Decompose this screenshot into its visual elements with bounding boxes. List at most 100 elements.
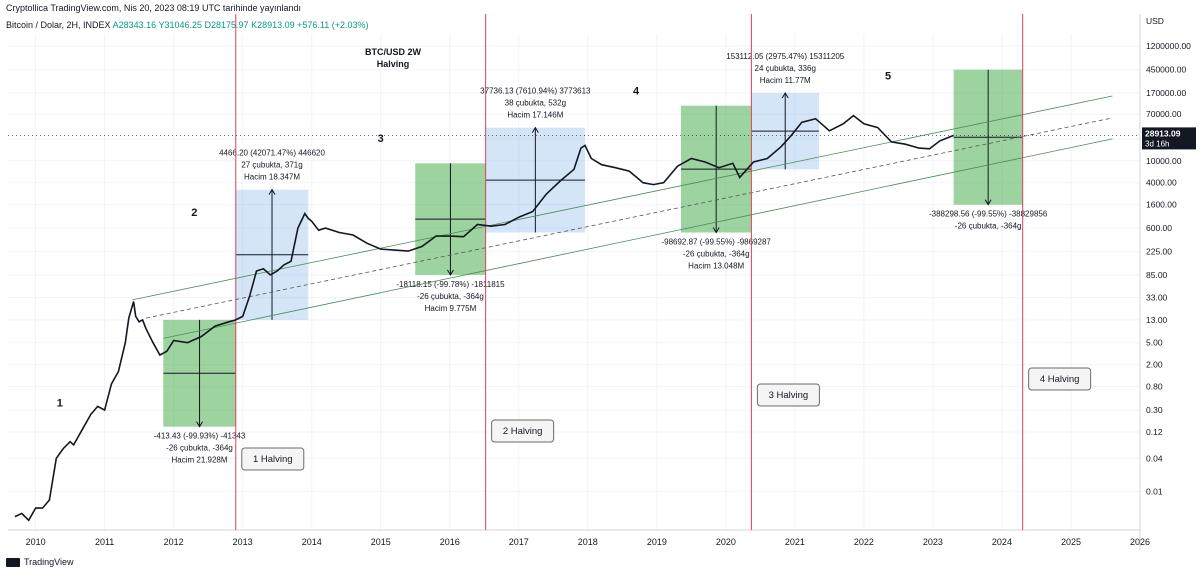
y-axis-unit: USD <box>1146 16 1164 26</box>
y-tick-label: 33.00 <box>1146 293 1168 303</box>
measure-arrow-icon <box>268 188 276 195</box>
wave-label: 5 <box>885 70 891 82</box>
y-tick-label: 70000.00 <box>1146 109 1182 119</box>
channel-upper-line <box>132 95 1113 301</box>
x-tick-label: 2016 <box>440 537 460 547</box>
y-tick-label: 0.30 <box>1146 405 1163 415</box>
measure-label: Hacim 11.77M <box>760 76 811 85</box>
ohlc-legend: Bitcoin / Dolar, 2H, INDEX A28343.16 Y31… <box>6 20 369 30</box>
measure-arrow-icon <box>196 421 203 428</box>
open-value: A28343.16 <box>112 20 157 30</box>
y-tick-label: 10000.00 <box>1146 156 1182 166</box>
halving-badge-box <box>241 447 305 471</box>
measure-label: -26 çubukta, -364g <box>955 222 1022 231</box>
halving-badge-box <box>1028 367 1092 391</box>
measure-label: -18118.15 (-99.78%) -1811815 <box>396 280 505 289</box>
x-tick-label: 2023 <box>923 537 943 547</box>
halving-label: 1 Halving <box>253 454 293 465</box>
measure-label: -26 çubukta, -364g <box>683 250 750 259</box>
x-tick-label: 2022 <box>854 537 874 547</box>
measure-label: Hacim 21.928M <box>172 456 228 465</box>
measure-label: 4466.20 (42071.47%) 446620 <box>219 149 325 158</box>
halving-label-badge: 1 Halving <box>241 447 305 471</box>
close-value: K28913.09 <box>251 20 295 30</box>
measure-arrow-icon <box>712 227 720 234</box>
low-value: D28175.97 <box>204 20 249 30</box>
measure-arrow-icon <box>984 199 992 206</box>
measure-label: Hacim 9.775M <box>425 304 477 313</box>
wave-label: 2 <box>191 207 197 219</box>
chart-subtitle: Halving <box>377 59 410 69</box>
tradingview-logo-icon <box>6 557 20 567</box>
halving-badge-box <box>756 383 820 407</box>
chart-title: BTC/USD 2W <box>365 47 422 57</box>
measure-label: Hacim 13.048M <box>688 262 744 271</box>
measure-label: -26 çubukta, -364g <box>417 292 484 301</box>
y-tick-label: 450000.00 <box>1146 65 1186 75</box>
measure-label: -413.43 (-99.93%) -41343 <box>154 432 246 441</box>
current-price-label: 28913.09 <box>1145 128 1181 138</box>
x-tick-label: 2011 <box>95 537 114 547</box>
measure-label: 153112.05 (2975.47%) 15311205 <box>726 52 845 61</box>
y-tick-label: 1600.00 <box>1146 200 1177 210</box>
wave-label: 3 <box>378 133 384 145</box>
y-tick-label: 0.12 <box>1146 427 1163 437</box>
x-tick-label: 2010 <box>26 537 46 547</box>
halving-label: 4 Halving <box>1040 374 1080 385</box>
y-tick-label: 2.00 <box>1146 360 1163 370</box>
x-tick-label: 2019 <box>647 537 667 547</box>
measure-label: -98692.87 (-99.55%) -9869287 <box>661 238 771 247</box>
symbol-label[interactable]: Bitcoin / Dolar, 2H, INDEX <box>6 20 111 30</box>
halving-label-badge: 3 Halving <box>756 383 820 407</box>
y-tick-label: 170000.00 <box>1146 88 1186 98</box>
measure-arrow-icon <box>781 92 789 99</box>
measure-label: 37736.13 (7610.94%) 3773613 <box>480 87 591 96</box>
footer: TradingView <box>6 557 74 567</box>
publish-line: Cryptollica TradingView.com, Nis 20, 202… <box>6 3 301 13</box>
x-tick-label: 2017 <box>509 537 529 547</box>
x-tick-label: 2018 <box>578 537 598 547</box>
current-price-countdown: 3d 16h <box>1145 139 1169 148</box>
wave-label: 1 <box>57 397 63 409</box>
measure-arrow-icon <box>531 126 539 133</box>
y-tick-label: 5.00 <box>1146 338 1163 348</box>
x-tick-label: 2014 <box>302 537 322 547</box>
x-tick-label: 2025 <box>1061 537 1081 547</box>
measure-label: 24 çubukta, 336g <box>755 64 816 73</box>
x-tick-label: 2013 <box>233 537 253 547</box>
measure-label: Hacim 18.347M <box>244 173 300 182</box>
x-tick-label: 2024 <box>992 537 1012 547</box>
measure-label: Hacim 17.146M <box>507 111 563 120</box>
measure-arrow-icon <box>447 269 454 276</box>
y-tick-label: 0.01 <box>1146 486 1163 496</box>
halving-label-badge: 2 Halving <box>491 419 555 443</box>
change-value: +576.11 (+2.03%) <box>297 20 369 30</box>
channel-lower-line <box>163 138 1113 339</box>
x-tick-label: 2015 <box>371 537 391 547</box>
channel-mid-dashed-line <box>145 117 1113 319</box>
x-tick-label: 2012 <box>164 537 184 547</box>
y-tick-label: 0.04 <box>1146 453 1163 463</box>
halving-badge-box <box>491 419 555 443</box>
y-tick-label: 225.00 <box>1146 247 1172 257</box>
measure-label: 27 çubukta, 371g <box>241 161 302 170</box>
wave-label: 4 <box>633 85 640 97</box>
halving-label: 3 Halving <box>769 390 809 401</box>
y-tick-label: 4000.00 <box>1146 178 1177 188</box>
y-tick-label: 600.00 <box>1146 223 1172 233</box>
plot-area <box>8 34 1140 530</box>
y-tick-label: 85.00 <box>1146 270 1168 280</box>
high-value: Y31046.25 <box>158 20 202 30</box>
y-tick-label: 13.00 <box>1146 315 1168 325</box>
measure-label: -388298.56 (-99.55%) -38829856 <box>929 210 1048 219</box>
x-tick-label: 2020 <box>716 537 736 547</box>
halving-label: 2 Halving <box>503 426 543 437</box>
footer-brand: TradingView <box>24 557 74 567</box>
measure-label: -26 çubukta, -364g <box>166 444 233 453</box>
price-line <box>14 114 954 522</box>
current-price-badge <box>1142 127 1196 150</box>
halving-label-badge: 4 Halving <box>1028 367 1092 391</box>
y-tick-label: 1200000.00 <box>1146 41 1191 51</box>
